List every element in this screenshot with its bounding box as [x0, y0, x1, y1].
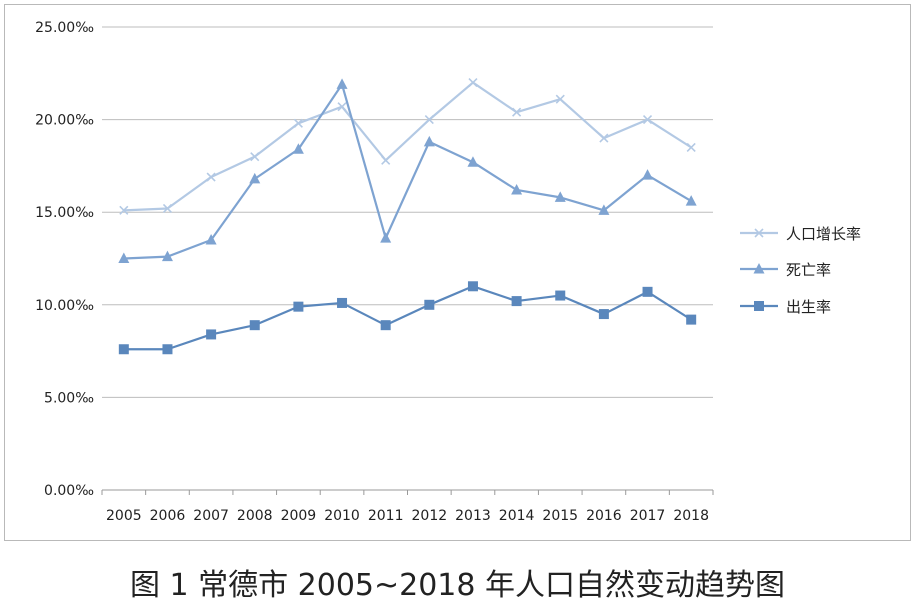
data-point [554, 191, 566, 202]
marker-stroke [162, 203, 173, 214]
data-point [118, 344, 129, 355]
marker-stroke [206, 172, 216, 182]
data-point [642, 286, 653, 297]
marker-stroke [424, 115, 434, 125]
marker-stroke [555, 94, 565, 104]
series-line [123, 285, 692, 351]
legend-label: 人口增长率 [786, 225, 861, 243]
x-tick-label: 2009 [281, 508, 317, 524]
legend-marker [754, 228, 764, 238]
data-point [686, 314, 697, 325]
data-point [511, 183, 523, 195]
marker-stroke [754, 228, 764, 238]
data-point [293, 301, 304, 312]
x-tick-label: 2010 [324, 508, 360, 524]
marker-stroke [250, 152, 260, 162]
data-point [685, 195, 697, 206]
legend-item: 出生率 [740, 298, 831, 316]
data-point [642, 115, 653, 125]
legend-label: 出生率 [786, 298, 831, 316]
marker-stroke [337, 102, 347, 112]
legend-label: 死亡率 [786, 261, 831, 279]
data-point [162, 203, 173, 214]
data-point [686, 142, 696, 152]
x-tick-label: 2005 [106, 508, 142, 524]
x-tick-label: 2006 [150, 508, 186, 524]
marker-stroke [468, 77, 478, 88]
data-point [642, 169, 654, 180]
data-point [512, 107, 522, 117]
x-tick-label: 2011 [368, 508, 404, 524]
data-point [555, 290, 566, 301]
y-tick-label: 15.00‰ [35, 205, 94, 221]
data-point [599, 133, 609, 143]
data-point [423, 135, 435, 147]
y-tick-label: 10.00‰ [35, 298, 94, 314]
marker-stroke [381, 155, 391, 165]
data-point [293, 118, 303, 128]
x-tick-label: 2018 [673, 508, 709, 524]
x-tick-label: 2012 [412, 508, 448, 524]
data-point [424, 299, 435, 310]
legend-marker [754, 301, 764, 311]
x-tick-label: 2007 [193, 508, 229, 524]
data-point [336, 78, 348, 89]
x-tick-label: 2008 [237, 508, 273, 524]
data-point [249, 320, 260, 331]
grid-lines [102, 26, 713, 491]
data-point [511, 296, 522, 307]
series-1 [119, 77, 696, 215]
data-point [598, 309, 609, 320]
data-point [118, 252, 130, 263]
marker-stroke [293, 118, 303, 128]
line-chart: 0.00‰5.00‰10.00‰15.00‰20.00‰25.00‰ 2005 2… [35, 20, 861, 524]
y-tick-label: 0.00‰ [44, 483, 94, 499]
data-point [206, 329, 217, 340]
series-3 [118, 281, 697, 355]
data-point [161, 250, 173, 262]
data-point [250, 152, 260, 162]
series-line [123, 83, 692, 260]
x-tick-label: 2017 [630, 508, 666, 524]
series-2 [118, 78, 697, 263]
x-tick-label: 2014 [499, 508, 535, 524]
figure-caption: 图 1 常德市 2005~2018 年人口自然变动趋势图 [129, 568, 786, 603]
data-point [467, 281, 478, 292]
y-tick-label: 25.00‰ [35, 20, 94, 36]
marker-stroke [512, 107, 522, 117]
data-point [468, 77, 478, 88]
y-axis-ticks: 0.00‰ 5.00‰ 10.00‰ 15.00‰ 20.00‰ 25.00‰ [35, 20, 94, 499]
data-point [249, 172, 261, 184]
y-tick-label: 5.00‰ [44, 390, 94, 406]
x-tick-label: 2013 [455, 508, 491, 524]
data-point [337, 102, 347, 112]
series-group [118, 77, 697, 355]
x-tick-label: 2016 [586, 508, 622, 524]
data-point [467, 156, 479, 167]
data-point [555, 94, 565, 104]
data-point [380, 320, 391, 331]
marker-stroke [119, 205, 129, 215]
series-line [123, 81, 692, 212]
data-point [380, 232, 392, 243]
x-axis: 2005 2006 2007 2008 2009 2010 2011 2012 2013 2014… [101, 490, 714, 524]
data-point [119, 205, 129, 215]
data-point [292, 143, 304, 154]
data-point [337, 297, 348, 308]
marker-stroke [599, 133, 609, 143]
data-point [381, 155, 391, 165]
data-point [205, 233, 217, 245]
data-point [424, 115, 434, 125]
data-point [162, 344, 173, 355]
legend-marker [753, 263, 765, 274]
x-tick-label: 2015 [542, 508, 578, 524]
data-point [206, 172, 216, 182]
marker-stroke [686, 142, 696, 152]
legend-item: 人口增长率 [740, 225, 861, 243]
marker-stroke [642, 115, 653, 125]
data-point [598, 204, 610, 215]
legend-item: 死亡率 [740, 261, 831, 279]
y-tick-label: 20.00‰ [35, 113, 94, 129]
